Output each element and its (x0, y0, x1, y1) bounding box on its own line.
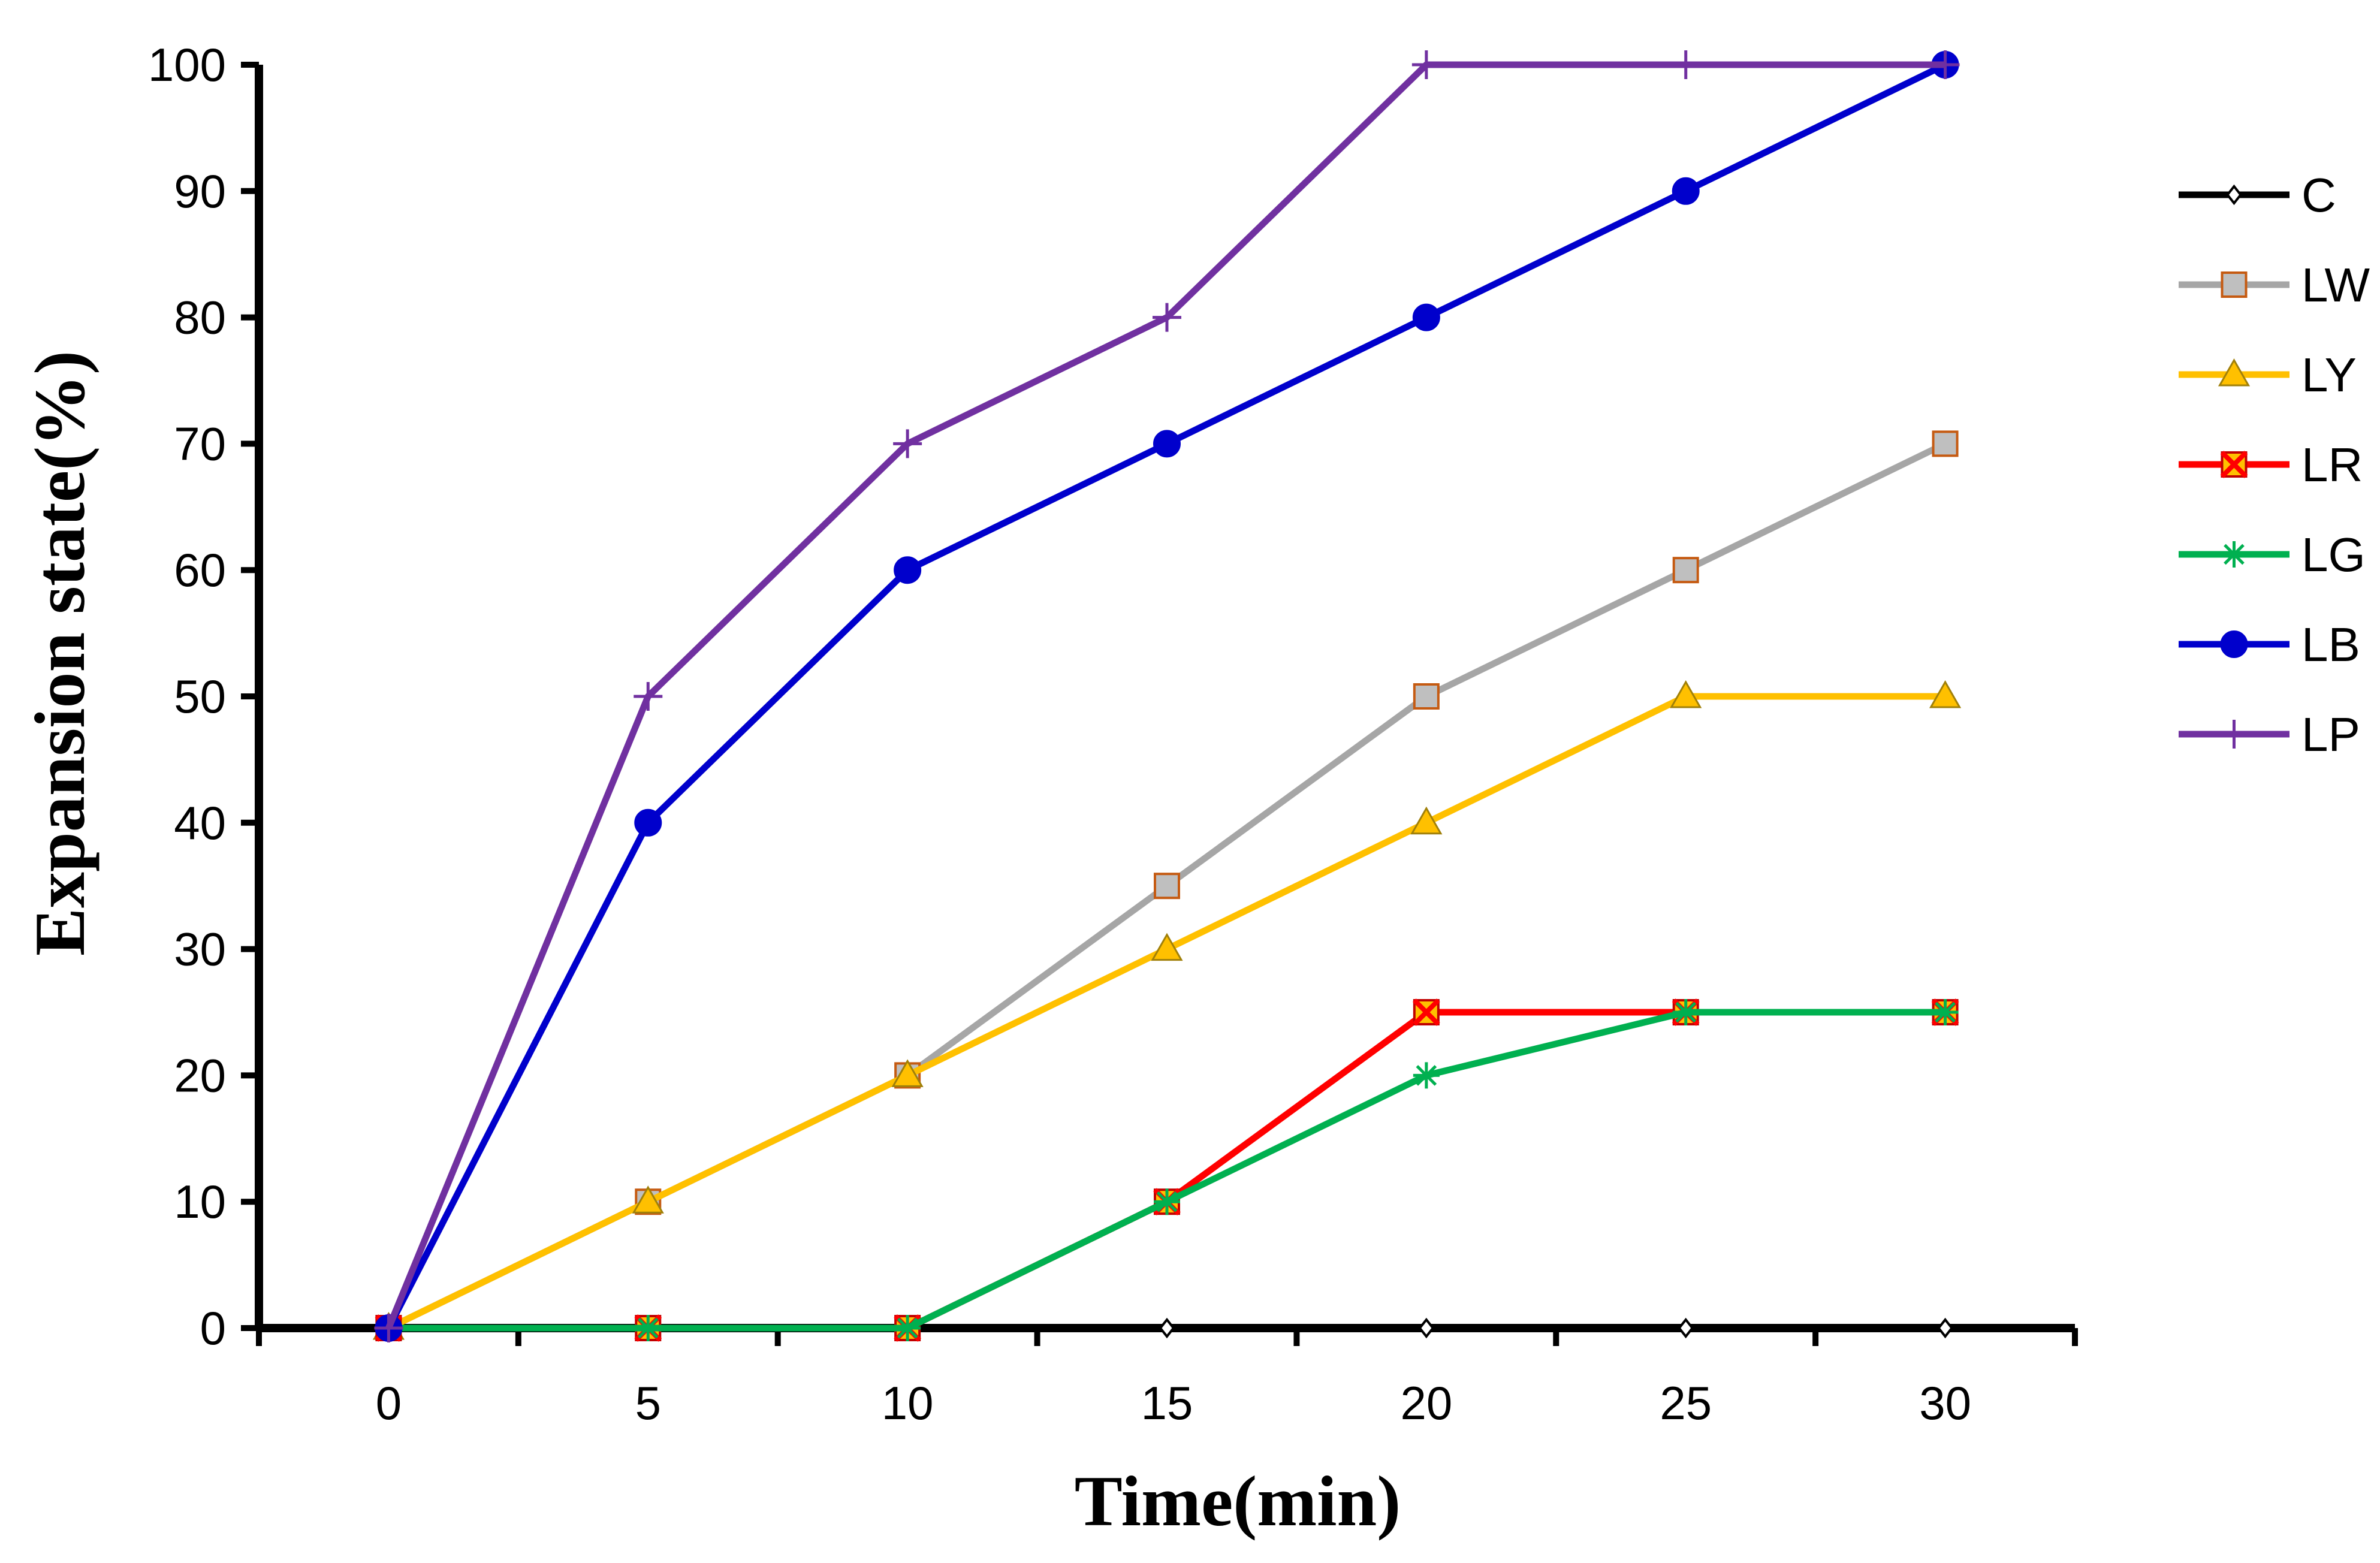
legend-marker (2225, 184, 2243, 206)
series-line-lr (388, 1009, 1945, 1332)
data-point-c (1418, 1317, 1435, 1339)
data-point-lb (634, 808, 662, 837)
x-tick-label: 10 (882, 1377, 934, 1429)
x-tick-label: 20 (1400, 1377, 1452, 1429)
data-point-lg (1413, 1062, 1440, 1089)
y-axis-title: Expansion state(%) (20, 351, 99, 956)
legend-item-c: C (2179, 168, 2336, 222)
y-tick-label: 50 (174, 670, 226, 723)
series-layer (372, 50, 1962, 1342)
y-tick-label: 40 (174, 796, 226, 849)
data-point-ly (891, 1059, 924, 1087)
data-point-lp (893, 429, 922, 458)
axes: 0 10 20 30 40 50 60 70 80 90 100 0 5 10 15 20 25 30 (148, 38, 2078, 1429)
legend-label: LW (2301, 258, 2370, 312)
data-point-ly (1410, 806, 1443, 835)
series-lb (375, 51, 1959, 1342)
data-point-lw (1154, 873, 1180, 900)
legend-label: C (2301, 168, 2336, 222)
legend-item-lg: LG (2179, 528, 2366, 581)
legend-item-lw: LW (2179, 258, 2370, 312)
data-point-lw (1932, 430, 1959, 457)
data-point-lp (634, 682, 663, 711)
x-tick-label: 30 (1919, 1377, 1971, 1429)
y-tick-label: 20 (174, 1049, 226, 1102)
y-tick-label: 60 (174, 544, 226, 596)
data-point-lp (1411, 50, 1441, 79)
legend-marker (2221, 541, 2248, 568)
x-tick-label: 5 (635, 1377, 661, 1429)
y-tick-label: 100 (148, 38, 226, 91)
data-point-lg (894, 1315, 921, 1341)
data-point-c (1937, 1317, 1954, 1339)
data-point-lg (1932, 999, 1959, 1025)
legend-item-lp: LP (2179, 708, 2360, 761)
legend-marker (2218, 358, 2251, 387)
legend-label: LB (2301, 618, 2360, 671)
legend-label: LG (2301, 528, 2366, 581)
y-tick-label: 30 (174, 923, 226, 976)
data-point-ly (1151, 933, 1183, 961)
legend-label: LR (2301, 438, 2363, 491)
data-point-lg (635, 1315, 662, 1341)
legend-marker (2219, 720, 2249, 749)
data-point-lb (1672, 177, 1700, 205)
legend-marker (2220, 451, 2248, 478)
data-point-lp (1930, 50, 1960, 79)
legend-label: LP (2301, 708, 2360, 761)
series-line-lg (388, 1009, 1945, 1332)
x-tick-label: 15 (1141, 1377, 1193, 1429)
data-point-lw (1413, 683, 1440, 710)
data-point-lb (1153, 430, 1181, 458)
data-point-ly (632, 1185, 664, 1214)
series-lr (375, 998, 1959, 1342)
data-point-lg (1154, 1188, 1180, 1215)
y-tick-label: 10 (174, 1175, 226, 1228)
data-point-ly (1929, 680, 1962, 708)
x-tick-label: 0 (376, 1377, 402, 1429)
x-tick-label: 25 (1660, 1377, 1712, 1429)
data-point-lp (374, 1314, 403, 1342)
series-lg (375, 999, 1959, 1341)
data-point-lb (894, 556, 922, 584)
legend-item-ly: LY (2179, 348, 2357, 402)
data-point-lp (1153, 303, 1181, 332)
data-point-c (1159, 1317, 1175, 1339)
legend-item-lb: LB (2179, 618, 2360, 671)
series-lp (374, 50, 1960, 1342)
data-point-lw (1672, 557, 1699, 584)
legend-marker (2220, 630, 2248, 658)
y-tick-label: 70 (174, 417, 226, 470)
data-point-lp (1671, 50, 1700, 79)
data-point-lg (1672, 999, 1699, 1025)
data-point-lb (1412, 303, 1440, 331)
legend-marker (2221, 271, 2248, 298)
y-tick-label: 90 (174, 165, 226, 218)
data-point-lr (1413, 998, 1440, 1026)
data-point-ly (1670, 680, 1702, 708)
data-point-c (1678, 1317, 1694, 1339)
x-axis-title: Time(min) (1075, 1461, 1401, 1541)
legend: C LW LY LR LG LB LP (2179, 168, 2370, 761)
legend-label: LY (2301, 348, 2357, 402)
legend-item-lr: LR (2179, 438, 2363, 491)
y-tick-label: 80 (174, 291, 226, 344)
y-tick-label: 0 (200, 1302, 226, 1354)
